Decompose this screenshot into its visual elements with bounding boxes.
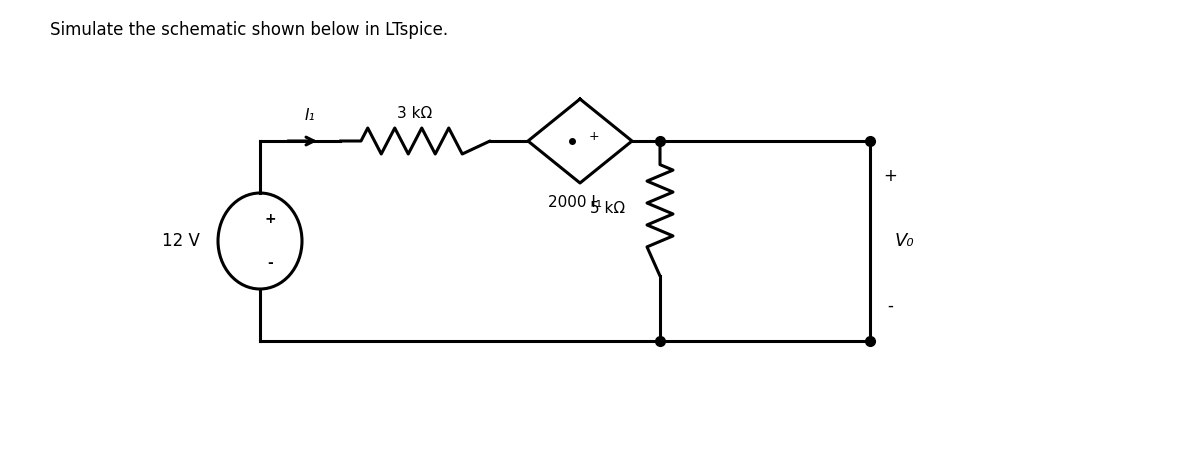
Text: I₁: I₁ (304, 108, 315, 123)
Text: +: + (264, 212, 276, 226)
Text: 5 kΩ: 5 kΩ (591, 201, 626, 216)
Text: -: - (268, 256, 272, 270)
Text: Simulate the schematic shown below in LTspice.: Simulate the schematic shown below in LT… (50, 21, 448, 39)
Text: +: + (588, 130, 599, 143)
Text: -: - (887, 297, 893, 315)
Text: 2000 I₁: 2000 I₁ (548, 195, 602, 210)
Text: +: + (883, 167, 897, 185)
Text: V₀: V₀ (895, 232, 915, 250)
Text: 12 V: 12 V (163, 232, 200, 250)
Text: 3 kΩ: 3 kΩ (397, 106, 433, 121)
